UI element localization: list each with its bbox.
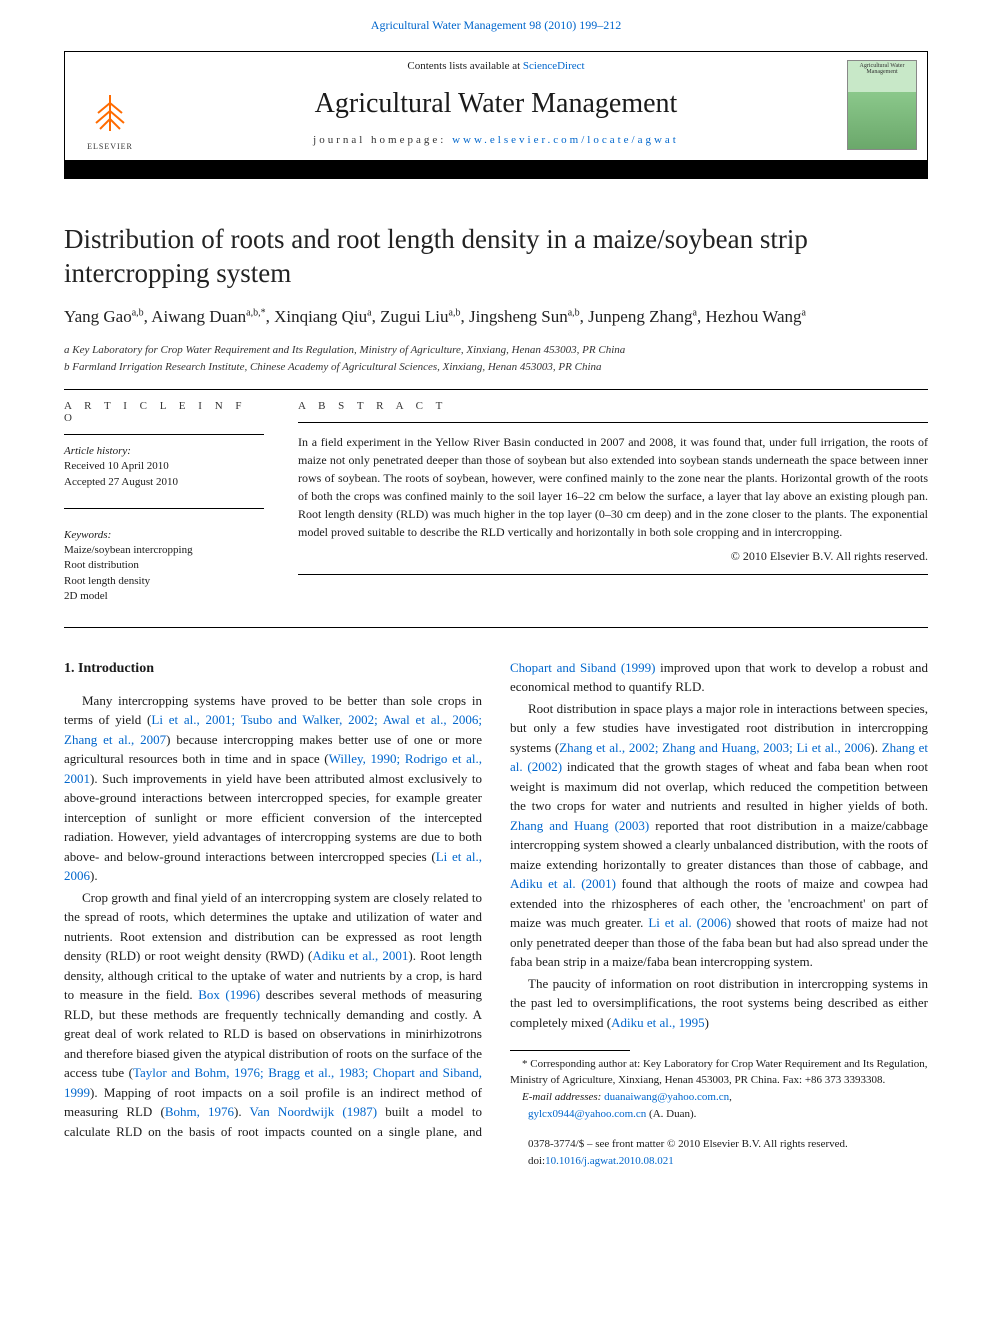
citation-link[interactable]: Zhang et al., 2002; Zhang and Huang, 200… — [559, 740, 870, 755]
citation-link[interactable]: Bohm, 1976 — [165, 1104, 234, 1119]
citation-link[interactable]: Chopart and Siband (1999) — [510, 660, 655, 675]
paragraph: Many intercropping systems have proved t… — [64, 691, 482, 886]
cover-cell: Agricultural Water Management — [837, 52, 927, 160]
contents-line: Contents lists available at ScienceDirec… — [407, 60, 584, 72]
doi-line: doi:10.1016/j.agwat.2010.08.021 — [510, 1154, 928, 1169]
issn-copyright: 0378-3774/$ – see front matter © 2010 El… — [510, 1137, 928, 1152]
keyword: Root distribution — [64, 558, 264, 573]
homepage-link[interactable]: www.elsevier.com/locate/agwat — [452, 134, 679, 146]
email-label: E-mail addresses: — [522, 1091, 604, 1103]
cover-label: Agricultural Water Management — [850, 63, 914, 75]
keyword: Maize/soybean intercropping — [64, 543, 264, 558]
homepage-line: journal homepage: www.elsevier.com/locat… — [313, 134, 679, 146]
paragraph: Root distribution in space plays a major… — [510, 699, 928, 972]
history-received: Received 10 April 2010 — [64, 459, 264, 474]
citation-link[interactable]: Van Noordwijk (1987) — [250, 1104, 378, 1119]
journal-title-cell: Contents lists available at ScienceDirec… — [155, 52, 837, 160]
rule-body — [64, 627, 928, 628]
citation-link[interactable]: Adiku et al. (2001) — [510, 876, 616, 891]
rule-top — [64, 389, 928, 390]
footnote-rule — [510, 1050, 630, 1051]
doi-link[interactable]: 10.1016/j.agwat.2010.08.021 — [545, 1155, 674, 1167]
elsevier-tree-icon — [88, 93, 132, 140]
section-heading-intro: 1. Introduction — [64, 658, 482, 679]
author-list: Yang Gaoa,b, Aiwang Duana,b,*, Xinqiang … — [64, 305, 928, 329]
email-link[interactable]: gylcx0944@yahoo.com.cn — [528, 1108, 646, 1120]
history-accepted: Accepted 27 August 2010 — [64, 475, 264, 490]
footnote-block: * Corresponding author at: Key Laborator… — [510, 1050, 928, 1169]
meta-row: A R T I C L E I N F O Article history: R… — [64, 400, 928, 604]
rule-abs-top — [298, 422, 928, 423]
affiliation-b: b Farmland Irrigation Research Institute… — [64, 359, 928, 376]
keyword: 2D model — [64, 589, 264, 604]
header-bottom-bar — [64, 161, 928, 179]
paragraph: The paucity of information on root distr… — [510, 974, 928, 1033]
email-link[interactable]: duanaiwang@yahoo.com.cn — [604, 1091, 729, 1103]
publisher-name: ELSEVIER — [87, 142, 133, 151]
affiliations: a Key Laboratory for Crop Water Requirem… — [64, 342, 928, 375]
rule-info — [64, 434, 264, 435]
contents-prefix: Contents lists available at — [407, 60, 522, 72]
keyword: Root length density — [64, 574, 264, 589]
corresponding-footnote: * Corresponding author at: Key Laborator… — [510, 1057, 928, 1088]
rule-kw — [64, 508, 264, 509]
article-title: Distribution of roots and root length de… — [64, 223, 928, 291]
citation-link[interactable]: Adiku et al., 2001 — [312, 948, 408, 963]
email-footnote-2: gylcx0944@yahoo.com.cn (A. Duan). — [510, 1107, 928, 1122]
journal-name: Agricultural Water Management — [315, 88, 678, 120]
history-label: Article history: — [64, 445, 264, 457]
keywords-label: Keywords: — [64, 529, 264, 541]
elsevier-logo: ELSEVIER — [80, 92, 140, 152]
rule-abs-bot — [298, 574, 928, 575]
abstract-copyright: © 2010 Elsevier B.V. All rights reserved… — [298, 549, 928, 564]
citation-link[interactable]: Box (1996) — [198, 987, 260, 1002]
article-body: Distribution of roots and root length de… — [0, 179, 992, 1169]
running-header: Agricultural Water Management 98 (2010) … — [0, 0, 992, 43]
affiliation-a: a Key Laboratory for Crop Water Requirem… — [64, 342, 928, 359]
citation-link[interactable]: Zhang and Huang (2003) — [510, 818, 649, 833]
publisher-cell: ELSEVIER — [65, 52, 155, 160]
citation-link[interactable]: Adiku et al., 1995 — [611, 1015, 705, 1030]
citation-link[interactable]: Li et al. (2006) — [648, 915, 731, 930]
abstract-label: A B S T R A C T — [298, 400, 928, 412]
homepage-prefix: journal homepage: — [313, 134, 452, 146]
citation-link[interactable]: Agricultural Water Management 98 (2010) … — [371, 18, 621, 32]
abstract-text: In a field experiment in the Yellow Rive… — [298, 433, 928, 541]
abstract-col: A B S T R A C T In a field experiment in… — [298, 400, 928, 604]
journal-cover-thumb: Agricultural Water Management — [847, 60, 917, 150]
email-footnote: E-mail addresses: duanaiwang@yahoo.com.c… — [510, 1090, 928, 1105]
sciencedirect-link[interactable]: ScienceDirect — [523, 60, 585, 72]
article-info-col: A R T I C L E I N F O Article history: R… — [64, 400, 264, 604]
article-info-label: A R T I C L E I N F O — [64, 400, 264, 424]
body-columns: 1. Introduction Many intercropping syste… — [64, 658, 928, 1170]
journal-header: ELSEVIER Contents lists available at Sci… — [64, 51, 928, 161]
